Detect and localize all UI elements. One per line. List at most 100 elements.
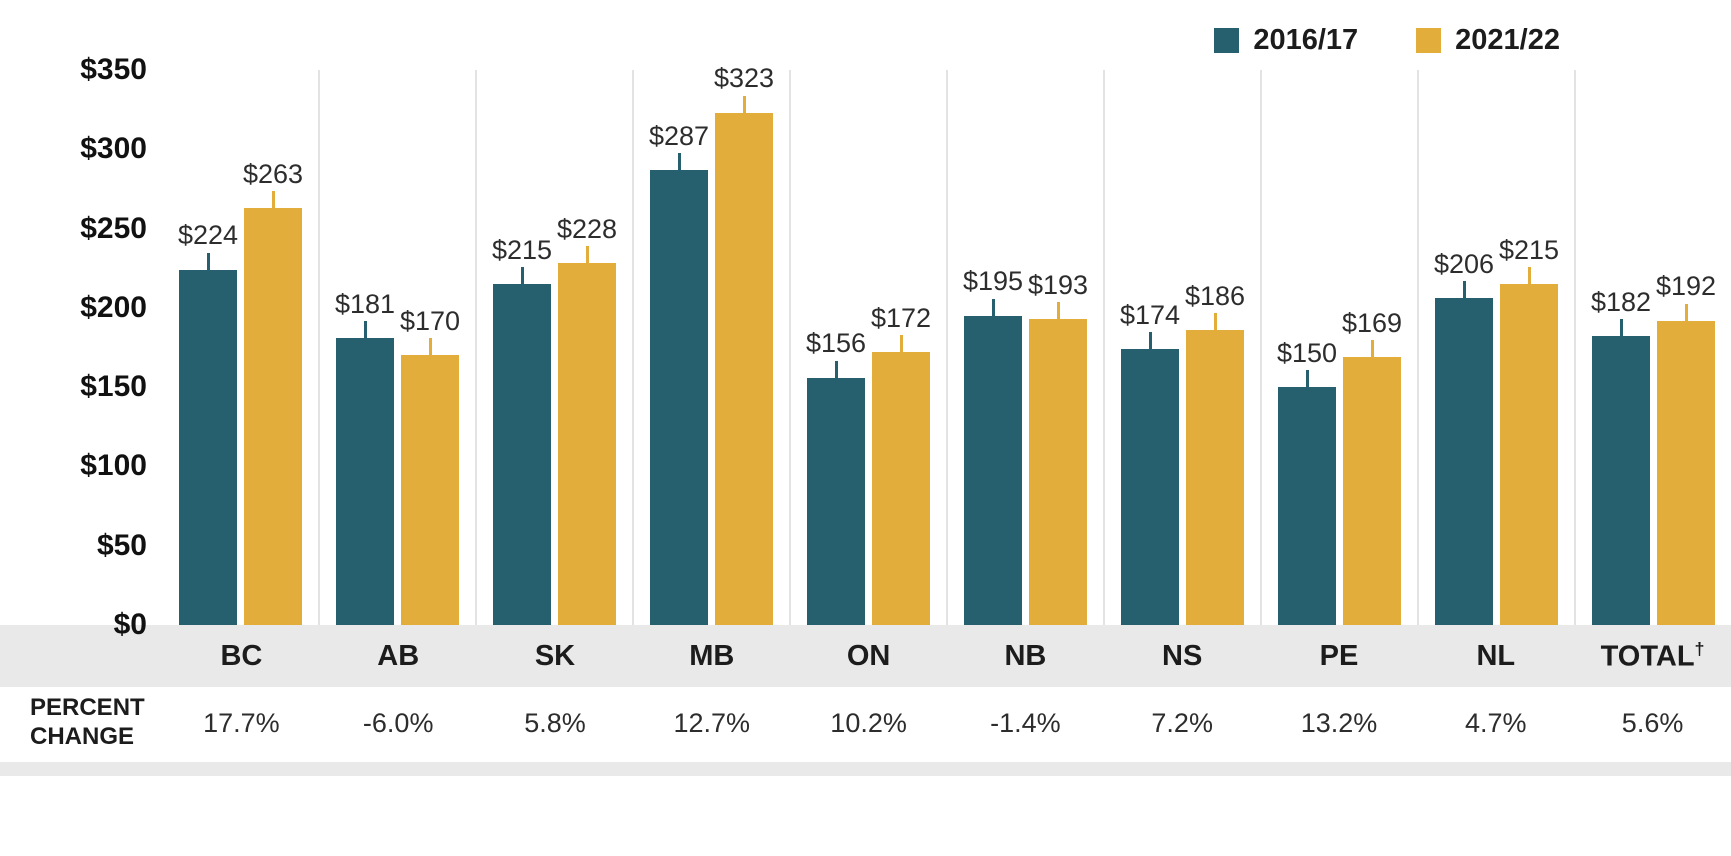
- bar-value-label: $287: [648, 120, 710, 151]
- error-bar: [991, 298, 995, 316]
- bar-2021/22: [715, 112, 773, 625]
- bar-group-ns: $174 $186: [1103, 70, 1260, 625]
- y-axis-tick: $100: [80, 449, 147, 483]
- bar-group-bc: $224 $263: [163, 70, 318, 625]
- bar-value-label: $192: [1655, 271, 1717, 302]
- bar-wrap: $323: [714, 64, 774, 625]
- chart-body: $350 $300 $250 $200 $150 $100 $50 $0 $224 $263 $1…: [0, 53, 1731, 641]
- legend-label: 2021/22: [1455, 24, 1560, 56]
- bar-2016/17: [964, 315, 1022, 625]
- bar-wrap: $195: [962, 70, 1024, 625]
- bar-2021/22: [244, 207, 302, 625]
- error-bar: [428, 338, 432, 356]
- percent-row: PERCENT CHANGE 17.7% -6.0% 5.8% 12.7% 10.2% -…: [0, 687, 1731, 759]
- bar-wrap: $192: [1655, 70, 1717, 625]
- bar-2016/17: [179, 269, 237, 625]
- bar-wrap: $174: [1119, 70, 1181, 625]
- y-axis-tick: $50: [96, 528, 147, 562]
- bar-wrap: $169: [1342, 70, 1402, 625]
- percent-change-value: 17.7%: [203, 707, 280, 738]
- error-bar: [899, 335, 903, 353]
- y-axis-tick: $250: [80, 211, 147, 245]
- bar-wrap: $150: [1276, 70, 1338, 625]
- error-bar: [206, 252, 210, 270]
- bar-2016/17: [1278, 387, 1336, 625]
- error-bar: [742, 95, 746, 113]
- bar-value-label: $323: [713, 63, 775, 94]
- category-label: PE: [1319, 639, 1359, 672]
- bar-wrap: $170: [399, 70, 461, 625]
- percent-change-value: 10.2%: [830, 707, 907, 738]
- percent-change-value: 5.8%: [524, 707, 586, 738]
- y-axis-tick: $300: [80, 132, 147, 166]
- category-label: NS: [1162, 639, 1203, 672]
- bar-value-label: $150: [1276, 337, 1338, 368]
- legend-label: 2016/17: [1253, 24, 1359, 56]
- bar-group-pe: $150 $169: [1260, 70, 1417, 625]
- bar-wrap: $215: [1498, 70, 1560, 625]
- legend-swatch: [1416, 28, 1442, 53]
- bar-2021/22: [1657, 320, 1715, 625]
- bar-2016/17: [650, 169, 708, 625]
- legend-item: 2021/22: [1416, 24, 1560, 57]
- bar-wrap: $215: [492, 70, 552, 625]
- category-label: AB: [377, 639, 420, 672]
- bar-value-label: $186: [1184, 280, 1246, 311]
- percent-change-value: -6.0%: [362, 707, 434, 738]
- bar-2021/22: [1500, 284, 1558, 625]
- error-bar: [585, 246, 589, 264]
- bar-value-label: $228: [556, 214, 618, 245]
- legend-item: 2016/17: [1214, 24, 1358, 57]
- bar-wrap: $156: [806, 70, 866, 625]
- bar-value-label: $206: [1433, 249, 1495, 279]
- error-bar: [677, 152, 681, 170]
- bar-2021/22: [1029, 318, 1087, 625]
- y-axis-tick: $350: [80, 53, 147, 86]
- legend-swatch: [1214, 28, 1240, 53]
- bar-group-sk: $215 $228: [475, 70, 632, 625]
- bar-wrap: $193: [1028, 70, 1088, 625]
- bar-wrap: $287: [648, 70, 710, 625]
- bar-value-label: $195: [962, 266, 1024, 297]
- bar-group-nb: $195 $193: [946, 70, 1103, 625]
- bar-value-label: $182: [1590, 287, 1652, 318]
- percent-change-value: -1.4%: [990, 707, 1061, 738]
- bar-value-label: $174: [1119, 299, 1181, 330]
- legend: 2016/17 2021/22: [1214, 24, 1560, 57]
- bar-2016/17: [1435, 298, 1493, 625]
- dagger-footnote: †: [1694, 638, 1705, 659]
- bar-wrap: $182: [1590, 70, 1652, 625]
- bar-group-total: $182 $192: [1574, 70, 1731, 625]
- y-axis-tick: $0: [113, 608, 147, 641]
- error-bar: [1056, 301, 1060, 319]
- percent-change-value: 4.7%: [1465, 707, 1527, 738]
- percent-change-value: 7.2%: [1151, 707, 1213, 738]
- bar-wrap: $181: [335, 70, 395, 625]
- bar-group-ab: $181 $170: [318, 70, 475, 625]
- category-label: TOTAL†: [1600, 638, 1705, 673]
- bar-2021/22: [1186, 330, 1244, 625]
- bar-value-label: $215: [1498, 234, 1560, 265]
- bottom-strip: [0, 762, 1731, 776]
- error-bar: [834, 360, 838, 378]
- bar-2021/22: [1343, 357, 1401, 625]
- bar-value-label: $172: [870, 302, 932, 333]
- bar-wrap: $263: [243, 70, 303, 625]
- bar-group-nl: $206 $215: [1417, 70, 1574, 625]
- error-bar: [1213, 313, 1217, 331]
- bar-value-label: $170: [399, 306, 461, 337]
- bar-2016/17: [1121, 349, 1179, 625]
- error-bar: [1619, 319, 1623, 337]
- category-label: NL: [1476, 639, 1516, 672]
- error-bar: [1305, 370, 1309, 388]
- bar-group-on: $156 $172: [789, 70, 946, 625]
- error-bar: [271, 190, 275, 208]
- bar-2021/22: [401, 355, 459, 625]
- bar-2016/17: [807, 377, 865, 625]
- bar-value-label: $224: [177, 220, 239, 251]
- category-label: MB: [689, 639, 735, 672]
- bar-wrap: $228: [556, 70, 618, 625]
- y-axis: $350 $300 $250 $200 $150 $100 $50 $0: [0, 53, 163, 641]
- percent-change-value: 13.2%: [1300, 707, 1378, 738]
- error-bar: [520, 267, 524, 285]
